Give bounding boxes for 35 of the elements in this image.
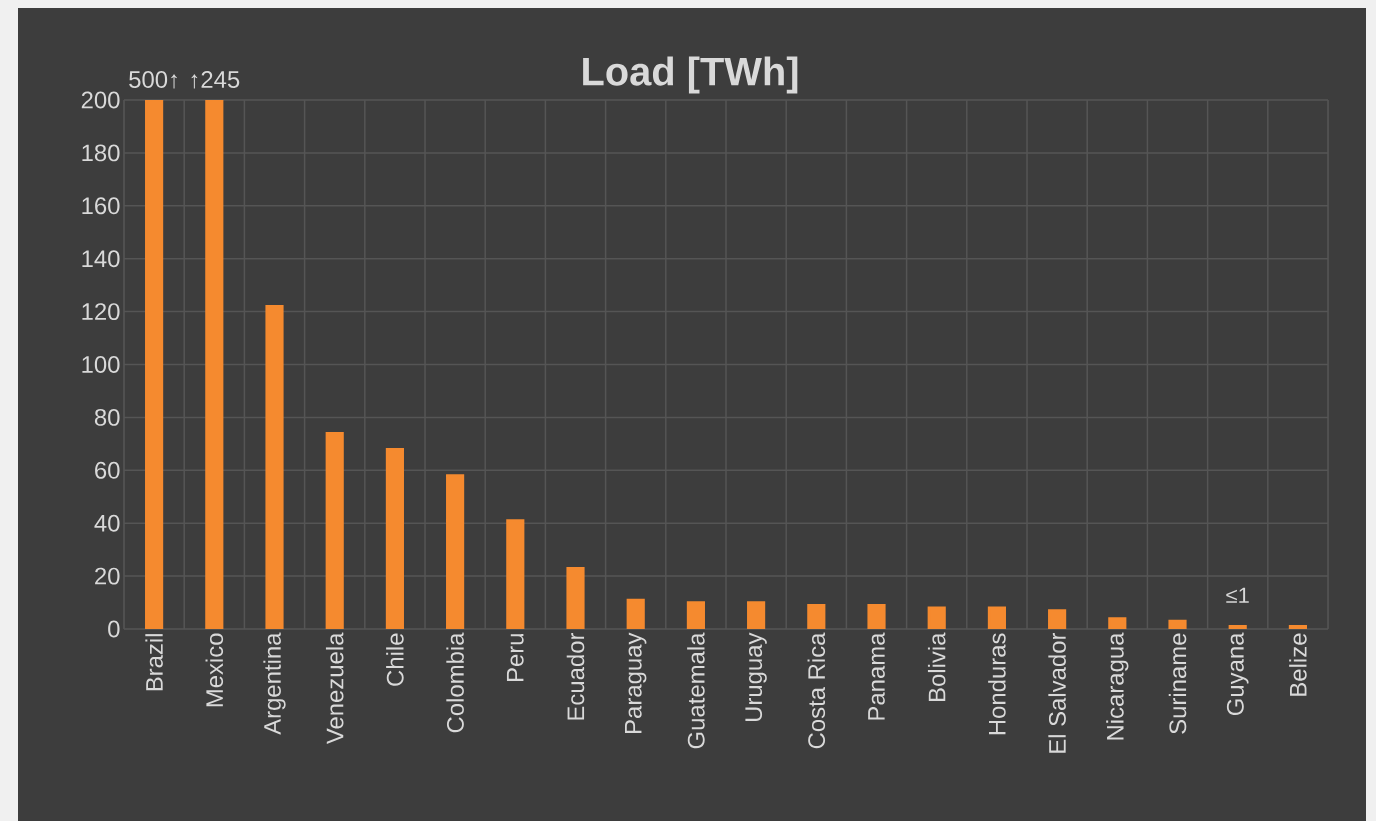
x-tick-label: Nicaragua xyxy=(1106,632,1129,740)
x-tick-label: Costa Rica xyxy=(807,632,826,749)
text: 500↑ xyxy=(129,71,177,89)
x-tick-label: Argentina xyxy=(263,632,286,735)
y-tick-label: 80 xyxy=(94,408,120,426)
x-tick-label: Guatemala xyxy=(687,632,705,749)
x-tick-label: Mexico xyxy=(205,633,224,707)
x-tick-label: Bolivia xyxy=(927,632,946,701)
y-tick-label: 200 xyxy=(81,91,120,109)
x-tick-label: Suriname xyxy=(1168,633,1187,734)
x-tick-label: Brazil xyxy=(145,634,163,691)
x-tick-label: Guyana xyxy=(1226,632,1249,716)
y-tick-label: 60 xyxy=(95,461,120,479)
data-label: ≤1 xyxy=(1226,587,1249,603)
x-tick-label: Belize xyxy=(1289,633,1307,696)
x-tick-label: Peru xyxy=(506,634,524,682)
x-tick-label: Venezuela xyxy=(325,632,344,745)
x-tick-label: Ecuador xyxy=(566,632,585,720)
text: ↑245 xyxy=(191,71,240,89)
x-tick-label: Uruguay xyxy=(745,632,767,722)
x-tick-label: El Salvador xyxy=(1048,632,1066,753)
y-tick-label: 40 xyxy=(94,514,120,532)
y-tick-label: 20 xyxy=(95,567,120,585)
y-tick-label: 140 xyxy=(82,250,120,268)
y-tick-label: 160 xyxy=(82,197,120,215)
x-tick-label: Paraguay xyxy=(625,632,647,733)
y-tick-label: 120 xyxy=(82,303,120,321)
chart-title: Load [TWh] xyxy=(583,56,798,94)
y-tick-label: 180 xyxy=(82,144,120,162)
x-tick-label: Chile xyxy=(386,633,404,686)
x-tick-label: Honduras xyxy=(988,633,1006,735)
y-tick-label: 100 xyxy=(82,356,120,373)
y-tick-label: 0 xyxy=(108,620,120,638)
x-tick-label: Colombia xyxy=(446,632,464,733)
x-tick-label: Panama xyxy=(868,632,885,720)
